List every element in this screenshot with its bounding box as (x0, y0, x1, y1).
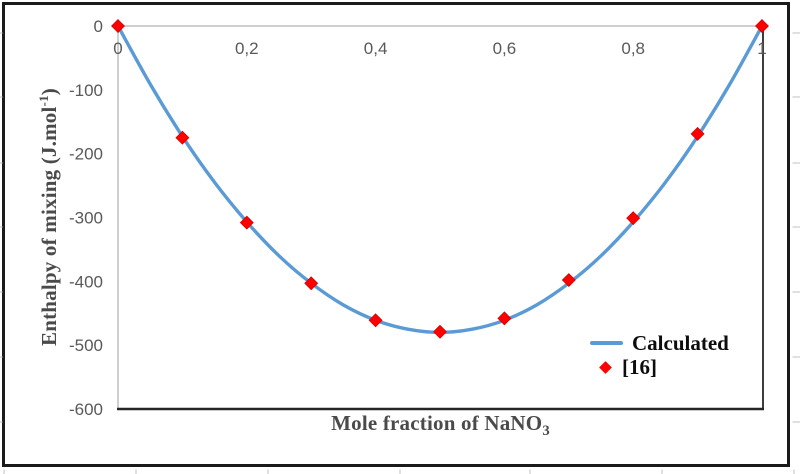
y-tick-label: -300 (69, 209, 103, 228)
data-point-diamond (304, 276, 319, 291)
y-tick-label: -500 (69, 336, 103, 355)
data-point-diamond (755, 19, 769, 33)
x-axis-title-text: Mole fraction of NaNO (331, 411, 543, 435)
x-tick-label: 0 (113, 39, 122, 58)
data-point-diamond (497, 311, 512, 326)
x-tick-label: 0,8 (621, 39, 645, 58)
y-tick-label: -600 (69, 400, 103, 419)
data-point-diamond (626, 211, 641, 226)
y-axis-title: Enthalpy of mixing (J.mol-1) (36, 75, 62, 359)
y-axis-title-text: Enthalpy of mixing (J.mol (37, 106, 61, 346)
legend-label-calculated: Calculated (632, 331, 729, 355)
legend-diamond-icon (599, 360, 612, 374)
x-tick-label: 1 (757, 39, 766, 58)
y-axis-title-close: ) (37, 88, 61, 96)
y-tick-label: -200 (69, 145, 103, 164)
data-point-diamond (239, 215, 254, 230)
x-tick-label: 0,6 (493, 39, 517, 58)
x-tick-label: 0,2 (235, 39, 259, 58)
x-tick-label: 0,4 (364, 39, 388, 58)
legend-label-reference: [16] (622, 355, 657, 379)
y-tick-label: -100 (69, 81, 103, 100)
x-axis-title: Mole fraction of NaNO3 (118, 411, 763, 440)
legend-line-swatch (590, 341, 623, 345)
y-axis-title-superscript: -1 (36, 95, 51, 107)
data-point-diamond (175, 130, 190, 145)
data-point-diamond (690, 126, 705, 141)
data-point-diamond (433, 324, 447, 339)
calculated-curve (116, 24, 764, 335)
y-tick-label: 0 (94, 17, 103, 36)
legend-entry-reference: [16] (590, 355, 657, 379)
legend-entry-calculated: Calculated (590, 331, 729, 355)
y-tick-label: -400 (69, 272, 103, 291)
data-point-diamond (111, 19, 125, 33)
x-axis-title-subscript: 3 (542, 423, 550, 440)
data-point-diamond (561, 273, 576, 288)
data-point-diamond (368, 313, 383, 328)
figure-frame (2, 2, 790, 467)
